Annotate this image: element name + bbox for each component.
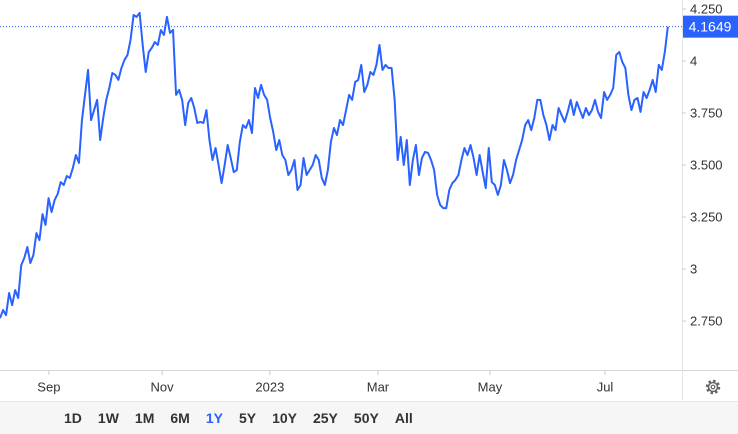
range-button[interactable]: 1W: [97, 410, 119, 426]
x-tick-label: May: [478, 379, 503, 394]
range-button[interactable]: 10Y: [272, 410, 297, 426]
y-tick-label: 3.250: [690, 209, 723, 224]
price-line: [0, 11, 669, 319]
range-button[interactable]: 1Y: [205, 410, 223, 426]
last-value-label: 4.1649: [689, 18, 732, 34]
settings-icon[interactable]: [705, 379, 721, 395]
range-button[interactable]: 5Y: [238, 410, 257, 426]
last-value-box: [683, 15, 738, 38]
y-tick-label: 4: [690, 53, 697, 68]
x-tick-label: 2023: [255, 379, 284, 394]
y-tick-label: 4.250: [690, 1, 723, 16]
y-tick-label: 3: [690, 262, 697, 277]
x-tick-label: Nov: [151, 379, 175, 394]
x-tick-label: Mar: [367, 379, 390, 394]
y-tick-label: 3.750: [690, 105, 723, 120]
y-tick-label: 3.500: [690, 157, 723, 172]
range-button[interactable]: 6M: [170, 410, 190, 426]
chart: 4.250 4 3.750 3.500 3.250 3 2.750 Sep Nov 2023 Mar…: [0, 0, 738, 400]
range-button[interactable]: 1D: [64, 410, 82, 426]
range-button[interactable]: 1M: [134, 410, 155, 426]
range-button[interactable]: 25Y: [312, 410, 338, 426]
range-button[interactable]: All: [394, 410, 413, 426]
x-tick-label: Jul: [597, 379, 614, 394]
range-toolbar: 1D 1W 1M 6M 1Y 5Y 10Y 25Y 50Y All: [0, 401, 738, 434]
range-button[interactable]: 50Y: [353, 410, 379, 426]
y-tick-label: 2.750: [690, 314, 723, 329]
x-tick-label: Sep: [37, 379, 60, 394]
